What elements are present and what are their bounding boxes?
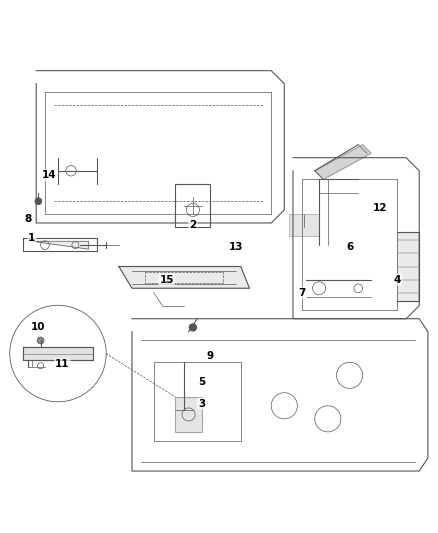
Text: 9: 9: [207, 351, 214, 361]
Text: 3: 3: [198, 399, 205, 409]
Polygon shape: [23, 347, 93, 360]
Polygon shape: [119, 266, 250, 288]
Bar: [176, 184, 210, 228]
Text: 5: 5: [198, 377, 205, 387]
Circle shape: [35, 198, 42, 205]
Bar: [176, 397, 201, 432]
Text: 11: 11: [55, 359, 70, 369]
Text: 6: 6: [346, 242, 353, 252]
Text: 15: 15: [159, 274, 174, 285]
Polygon shape: [397, 232, 419, 301]
Text: 2: 2: [189, 220, 197, 230]
Text: 14: 14: [42, 170, 57, 180]
Bar: [289, 214, 319, 236]
Text: 13: 13: [229, 242, 244, 252]
Circle shape: [189, 324, 196, 331]
Circle shape: [37, 337, 44, 344]
Circle shape: [10, 305, 106, 401]
Text: 7: 7: [298, 288, 305, 297]
Polygon shape: [32, 241, 88, 249]
Text: 12: 12: [373, 203, 387, 213]
Text: 8: 8: [24, 214, 31, 224]
Polygon shape: [315, 144, 371, 180]
Text: 4: 4: [394, 274, 401, 285]
Text: 10: 10: [31, 322, 46, 333]
Text: 1: 1: [28, 233, 35, 243]
